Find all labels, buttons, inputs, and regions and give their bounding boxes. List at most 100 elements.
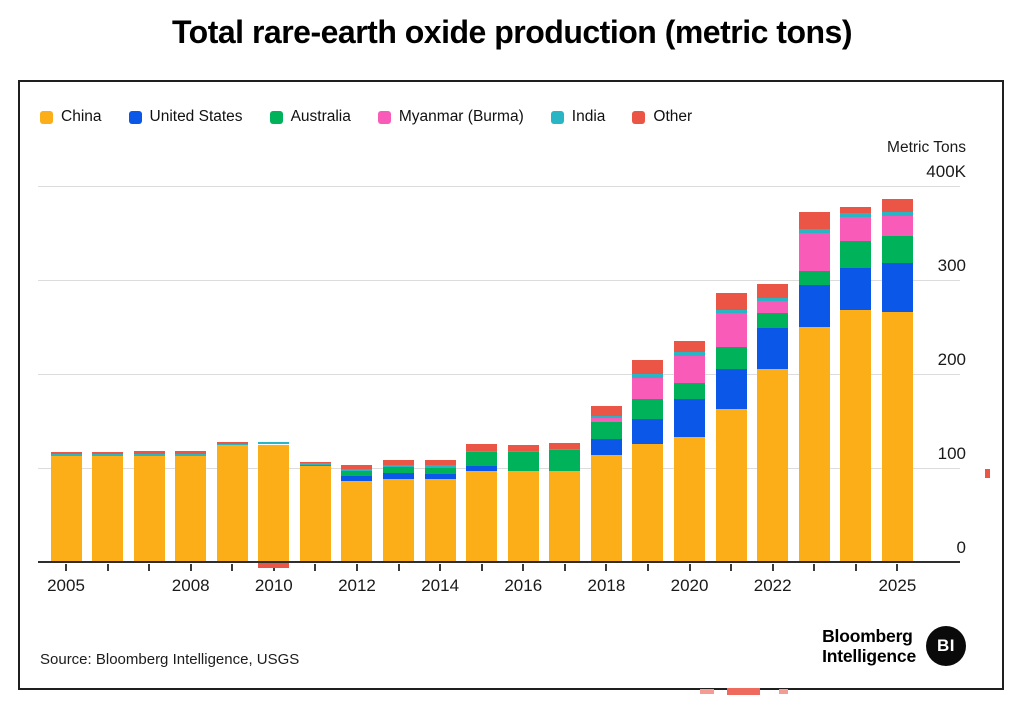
x-tick-label-2005: 2005 bbox=[47, 576, 85, 595]
bar-segment-india-2022 bbox=[757, 297, 789, 301]
bar-segment-china-2015 bbox=[466, 470, 498, 562]
x-axis-tick-2014 bbox=[439, 564, 442, 571]
x-tick-label-2014: 2014 bbox=[421, 576, 460, 595]
legend: China United States Australia Myanmar (Burm… bbox=[40, 108, 692, 126]
bar-segment-india-2005 bbox=[50, 453, 82, 456]
bar-segment-other-2008 bbox=[175, 451, 207, 454]
brand-line2: Intelligence bbox=[822, 646, 916, 666]
legend-swatch-icon bbox=[128, 110, 142, 124]
bar-segment-united-states-2023 bbox=[798, 284, 830, 327]
bar-segment-china-2018 bbox=[590, 454, 622, 562]
bar-segment-india-2024 bbox=[840, 213, 872, 217]
legend-label: China bbox=[61, 108, 102, 125]
legend-swatch-icon bbox=[40, 110, 53, 124]
bar-segment-other-2018 bbox=[590, 405, 622, 417]
brand-text: Bloomberg Intelligence bbox=[822, 626, 916, 666]
bi-badge-icon: BI bbox=[926, 626, 966, 666]
bar-segment-australia-2021 bbox=[715, 346, 747, 370]
x-tick-label-2010: 2010 bbox=[254, 576, 293, 595]
x-axis-tick-2023 bbox=[813, 564, 816, 571]
x-axis-tick-2013 bbox=[397, 564, 400, 571]
bar-segment-other-2019 bbox=[632, 359, 664, 374]
legend-label: Myanmar (Burma) bbox=[398, 108, 524, 125]
bar-segment-india-2020 bbox=[674, 352, 706, 357]
bar-segment-other-2020 bbox=[674, 341, 706, 353]
y-axis-unit-label: Metric Tons bbox=[887, 139, 966, 156]
bar-segment-united-states-2024 bbox=[840, 267, 872, 311]
bar-segment-china-2005 bbox=[50, 455, 82, 562]
bar-segment-australia-2024 bbox=[840, 241, 872, 268]
bar-segment-united-states-2025 bbox=[881, 263, 913, 312]
legend-item-other: Other bbox=[632, 108, 692, 126]
bar-segment-other-2024 bbox=[840, 206, 872, 214]
x-tick-label-2016: 2016 bbox=[504, 576, 543, 595]
red-tick-artifact bbox=[985, 469, 990, 478]
source-note: Source: Bloomberg Intelligence, USGS bbox=[40, 651, 300, 668]
brand-line1: Bloomberg bbox=[822, 626, 913, 646]
x-axis-tick-2025 bbox=[896, 564, 899, 571]
bar-segment-australia-2022 bbox=[757, 312, 789, 328]
x-axis-tick-2022 bbox=[771, 564, 774, 571]
bar-segment-australia-2023 bbox=[798, 270, 830, 285]
y-tick-label-300: 300 bbox=[937, 256, 966, 275]
bar-segment-china-2009 bbox=[216, 445, 248, 562]
x-axis-tick-2020 bbox=[688, 564, 691, 571]
x-tick-label-2012: 2012 bbox=[338, 576, 376, 595]
bar-segment-china-2017 bbox=[549, 470, 581, 562]
x-axis-tick-2007 bbox=[148, 564, 151, 571]
x-axis-tick-2018 bbox=[605, 564, 608, 571]
gridline-300 bbox=[38, 280, 960, 281]
bar-segment-myanmar-burma--2021 bbox=[715, 312, 747, 347]
x-axis-tick-2009 bbox=[231, 564, 234, 571]
bar-segment-india-2008 bbox=[175, 453, 207, 456]
bar-segment-india-2014 bbox=[424, 465, 456, 468]
bar-segment-united-states-2012 bbox=[341, 475, 373, 482]
chart-title: Total rare-earth oxide production (metri… bbox=[172, 14, 852, 50]
bar-segment-india-2009 bbox=[216, 443, 248, 446]
legend-swatch-icon bbox=[632, 110, 646, 124]
bar-segment-china-2012 bbox=[341, 481, 373, 562]
legend-swatch-icon bbox=[269, 110, 283, 124]
bar-segment-australia-2011 bbox=[299, 464, 331, 467]
bar-segment-china-2016 bbox=[507, 470, 539, 562]
bar-segment-india-2025 bbox=[881, 212, 913, 217]
x-axis-line bbox=[38, 561, 960, 563]
x-axis-tick-2008 bbox=[189, 564, 192, 571]
gridline-200 bbox=[38, 374, 960, 375]
bar-segment-united-states-2022 bbox=[757, 327, 789, 370]
bar-segment-united-states-2018 bbox=[590, 438, 622, 455]
legend-item-australia: Australia bbox=[269, 108, 351, 126]
x-axis-tick-2006 bbox=[106, 564, 109, 571]
bar-segment-united-states-2021 bbox=[715, 369, 747, 409]
bar-segment-myanmar-burma--2022 bbox=[757, 300, 789, 313]
x-axis-tick-2019 bbox=[646, 564, 649, 571]
legend-swatch-icon bbox=[377, 110, 391, 124]
legend-label: Australia bbox=[290, 108, 351, 125]
below-axis-red-mark bbox=[258, 563, 290, 568]
bar-segment-china-2006 bbox=[92, 455, 124, 562]
bar-segment-india-2023 bbox=[798, 229, 830, 233]
bar-segment-other-2023 bbox=[798, 212, 830, 230]
gridline-400 bbox=[38, 186, 960, 187]
x-axis-tick-2021 bbox=[730, 564, 733, 571]
bar-segment-other-2013 bbox=[383, 459, 415, 466]
legend-item-india: India bbox=[550, 108, 606, 126]
bar-segment-other-2009 bbox=[216, 441, 248, 444]
bar-segment-china-2010 bbox=[258, 444, 290, 562]
bar-segment-myanmar-burma--2024 bbox=[840, 217, 872, 242]
bar-segment-other-2016 bbox=[507, 445, 539, 452]
bar-segment-other-2012 bbox=[341, 465, 373, 469]
legend-label: India bbox=[571, 108, 606, 125]
bar-segment-united-states-2014 bbox=[424, 473, 456, 480]
bar-segment-india-2013 bbox=[383, 465, 415, 468]
bar-segment-china-2008 bbox=[175, 455, 207, 562]
bar-segment-other-2021 bbox=[715, 293, 747, 311]
bar-segment-india-2012 bbox=[341, 468, 373, 471]
legend-label: United States bbox=[149, 108, 243, 125]
x-tick-label-2025: 2025 bbox=[878, 576, 917, 595]
bar-segment-china-2011 bbox=[299, 466, 331, 562]
x-axis-tick-2024 bbox=[854, 564, 857, 571]
y-tick-label-200: 200 bbox=[937, 350, 966, 369]
red-smudge-artifact bbox=[700, 689, 714, 694]
y-tick-label-400: 400K bbox=[926, 162, 966, 181]
